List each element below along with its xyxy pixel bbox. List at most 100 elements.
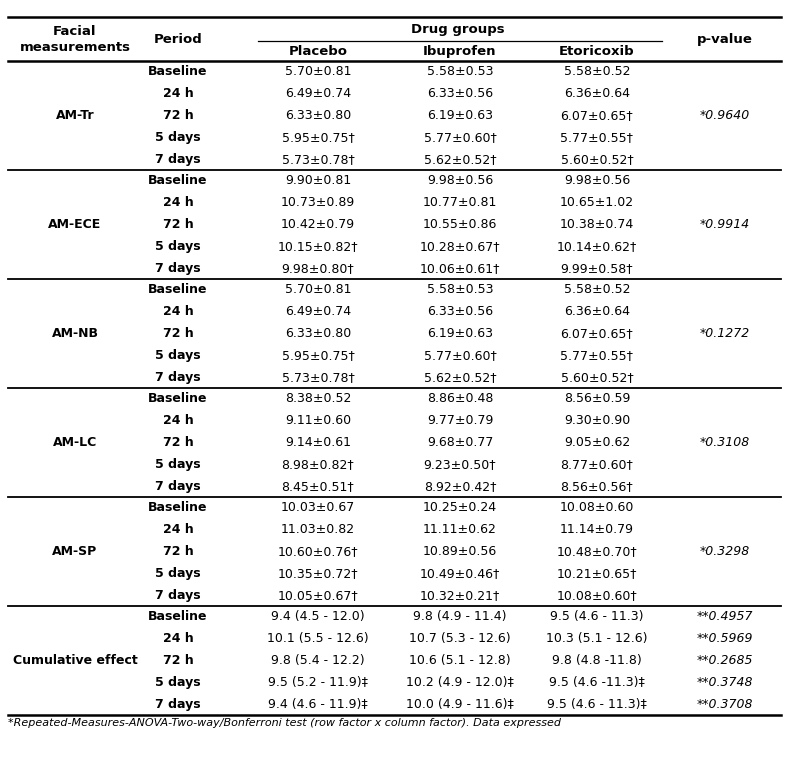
Text: 9.5 (4.6 -11.3)‡: 9.5 (4.6 -11.3)‡ — [549, 676, 645, 689]
Text: 9.98±0.80†: 9.98±0.80† — [282, 262, 354, 275]
Text: 10.14±0.62†: 10.14±0.62† — [557, 240, 638, 253]
Text: 8.77±0.60†: 8.77±0.60† — [560, 458, 634, 471]
Text: 6.49±0.74: 6.49±0.74 — [285, 87, 351, 100]
Text: 5 days: 5 days — [155, 240, 201, 253]
Text: 10.38±0.74: 10.38±0.74 — [560, 218, 634, 231]
Text: 10.35±0.72†: 10.35±0.72† — [278, 567, 358, 580]
Text: Baseline: Baseline — [148, 502, 208, 514]
Text: 9.8 (4.8 -11.8): 9.8 (4.8 -11.8) — [552, 654, 642, 667]
Text: 72 h: 72 h — [163, 218, 193, 231]
Text: 9.5 (5.2 - 11.9)‡: 9.5 (5.2 - 11.9)‡ — [268, 676, 368, 689]
Text: Baseline: Baseline — [148, 284, 208, 296]
Text: 5 days: 5 days — [155, 676, 201, 689]
Text: 10.1 (5.5 - 12.6): 10.1 (5.5 - 12.6) — [267, 633, 368, 645]
Text: **0.4957: **0.4957 — [697, 611, 753, 623]
Text: 5.58±0.53: 5.58±0.53 — [427, 284, 493, 296]
Text: 72 h: 72 h — [163, 327, 193, 340]
Text: 24 h: 24 h — [163, 523, 193, 536]
Text: 6.33±0.80: 6.33±0.80 — [285, 109, 351, 122]
Text: Drug groups: Drug groups — [411, 23, 504, 36]
Text: 7 days: 7 days — [155, 371, 201, 383]
Text: *0.9914: *0.9914 — [700, 218, 750, 231]
Text: 10.28±0.67†: 10.28±0.67† — [420, 240, 500, 253]
Text: 5.95±0.75†: 5.95±0.75† — [282, 349, 354, 361]
Text: 5.95±0.75†: 5.95±0.75† — [282, 131, 354, 144]
Text: 5.70±0.81: 5.70±0.81 — [285, 65, 351, 79]
Text: AM-SP: AM-SP — [52, 545, 98, 558]
Text: *Repeated-Measures-ANOVA-Two-way/Bonferroni test (row factor x column factor). D: *Repeated-Measures-ANOVA-Two-way/Bonferr… — [8, 718, 561, 728]
Text: 5.62±0.52†: 5.62±0.52† — [424, 153, 496, 166]
Text: 5.73±0.78†: 5.73±0.78† — [282, 153, 354, 166]
Text: 9.4 (4.5 - 12.0): 9.4 (4.5 - 12.0) — [271, 611, 365, 623]
Text: 6.33±0.80: 6.33±0.80 — [285, 327, 351, 340]
Text: 8.56±0.56†: 8.56±0.56† — [561, 480, 634, 492]
Text: 10.05±0.67†: 10.05±0.67† — [278, 589, 358, 601]
Text: Baseline: Baseline — [148, 65, 208, 79]
Text: 6.19±0.63: 6.19±0.63 — [427, 109, 493, 122]
Text: AM-ECE: AM-ECE — [48, 218, 102, 231]
Text: 72 h: 72 h — [163, 654, 193, 667]
Text: 24 h: 24 h — [163, 414, 193, 427]
Text: 9.4 (4.6 - 11.9)‡: 9.4 (4.6 - 11.9)‡ — [268, 698, 368, 710]
Text: **0.3748: **0.3748 — [697, 676, 753, 689]
Text: 10.3 (5.1 - 12.6): 10.3 (5.1 - 12.6) — [546, 633, 648, 645]
Text: 9.68±0.77: 9.68±0.77 — [427, 436, 493, 449]
Text: 24 h: 24 h — [163, 196, 193, 210]
Text: 5.60±0.52†: 5.60±0.52† — [561, 153, 634, 166]
Text: 6.19±0.63: 6.19±0.63 — [427, 327, 493, 340]
Text: AM-Tr: AM-Tr — [56, 109, 95, 122]
Text: 8.86±0.48: 8.86±0.48 — [427, 393, 493, 405]
Text: 6.49±0.74: 6.49±0.74 — [285, 305, 351, 318]
Text: Etoricoxib: Etoricoxib — [559, 44, 635, 58]
Text: *0.1272: *0.1272 — [700, 327, 750, 340]
Text: 10.7 (5.3 - 12.6): 10.7 (5.3 - 12.6) — [409, 633, 510, 645]
Text: 6.33±0.56: 6.33±0.56 — [427, 305, 493, 318]
Text: 10.42±0.79: 10.42±0.79 — [281, 218, 355, 231]
Text: 10.08±0.60†: 10.08±0.60† — [556, 589, 638, 601]
Text: 5.60±0.52†: 5.60±0.52† — [561, 371, 634, 383]
Text: 10.77±0.81: 10.77±0.81 — [423, 196, 497, 210]
Text: Baseline: Baseline — [148, 611, 208, 623]
Text: Ibuprofen: Ibuprofen — [423, 44, 497, 58]
Text: 9.98±0.56: 9.98±0.56 — [564, 174, 630, 188]
Text: **0.5969: **0.5969 — [697, 633, 753, 645]
Text: 10.03±0.67: 10.03±0.67 — [281, 502, 355, 514]
Text: *0.9640: *0.9640 — [700, 109, 750, 122]
Text: 7 days: 7 days — [155, 698, 201, 710]
Text: 5 days: 5 days — [155, 131, 201, 144]
Text: 8.45±0.51†: 8.45±0.51† — [282, 480, 354, 492]
Text: Facial
measurements: Facial measurements — [20, 24, 130, 54]
Text: Period: Period — [154, 33, 202, 45]
Text: Baseline: Baseline — [148, 174, 208, 188]
Text: p-value: p-value — [697, 33, 753, 45]
Text: Placebo: Placebo — [289, 44, 347, 58]
Text: 10.65±1.02: 10.65±1.02 — [560, 196, 634, 210]
Text: 8.98±0.82†: 8.98±0.82† — [282, 458, 354, 471]
Text: 7 days: 7 days — [155, 480, 201, 492]
Text: Cumulative effect: Cumulative effect — [13, 654, 137, 667]
Text: 11.14±0.79: 11.14±0.79 — [560, 523, 634, 536]
Text: 10.89±0.56: 10.89±0.56 — [423, 545, 497, 558]
Text: *0.3298: *0.3298 — [700, 545, 750, 558]
Text: 9.05±0.62: 9.05±0.62 — [564, 436, 630, 449]
Text: 9.8 (4.9 - 11.4): 9.8 (4.9 - 11.4) — [413, 611, 507, 623]
Text: AM-LC: AM-LC — [53, 436, 97, 449]
Text: 10.06±0.61†: 10.06±0.61† — [420, 262, 500, 275]
Text: 9.14±0.61: 9.14±0.61 — [285, 436, 351, 449]
Text: 5 days: 5 days — [155, 458, 201, 471]
Text: 10.6 (5.1 - 12.8): 10.6 (5.1 - 12.8) — [409, 654, 510, 667]
Text: 10.48±0.70†: 10.48±0.70† — [556, 545, 638, 558]
Text: 11.03±0.82: 11.03±0.82 — [281, 523, 355, 536]
Text: Baseline: Baseline — [148, 393, 208, 405]
Text: 9.5 (4.6 - 11.3): 9.5 (4.6 - 11.3) — [550, 611, 644, 623]
Text: 6.07±0.65†: 6.07±0.65† — [561, 109, 634, 122]
Text: 5.73±0.78†: 5.73±0.78† — [282, 371, 354, 383]
Text: 10.32±0.21†: 10.32±0.21† — [420, 589, 500, 601]
Text: 10.60±0.76†: 10.60±0.76† — [278, 545, 358, 558]
Text: 5.58±0.53: 5.58±0.53 — [427, 65, 493, 79]
Text: 6.36±0.64: 6.36±0.64 — [564, 305, 630, 318]
Text: AM-NB: AM-NB — [51, 327, 99, 340]
Text: 10.08±0.60: 10.08±0.60 — [560, 502, 634, 514]
Text: **0.2685: **0.2685 — [697, 654, 753, 667]
Text: **0.3708: **0.3708 — [697, 698, 753, 710]
